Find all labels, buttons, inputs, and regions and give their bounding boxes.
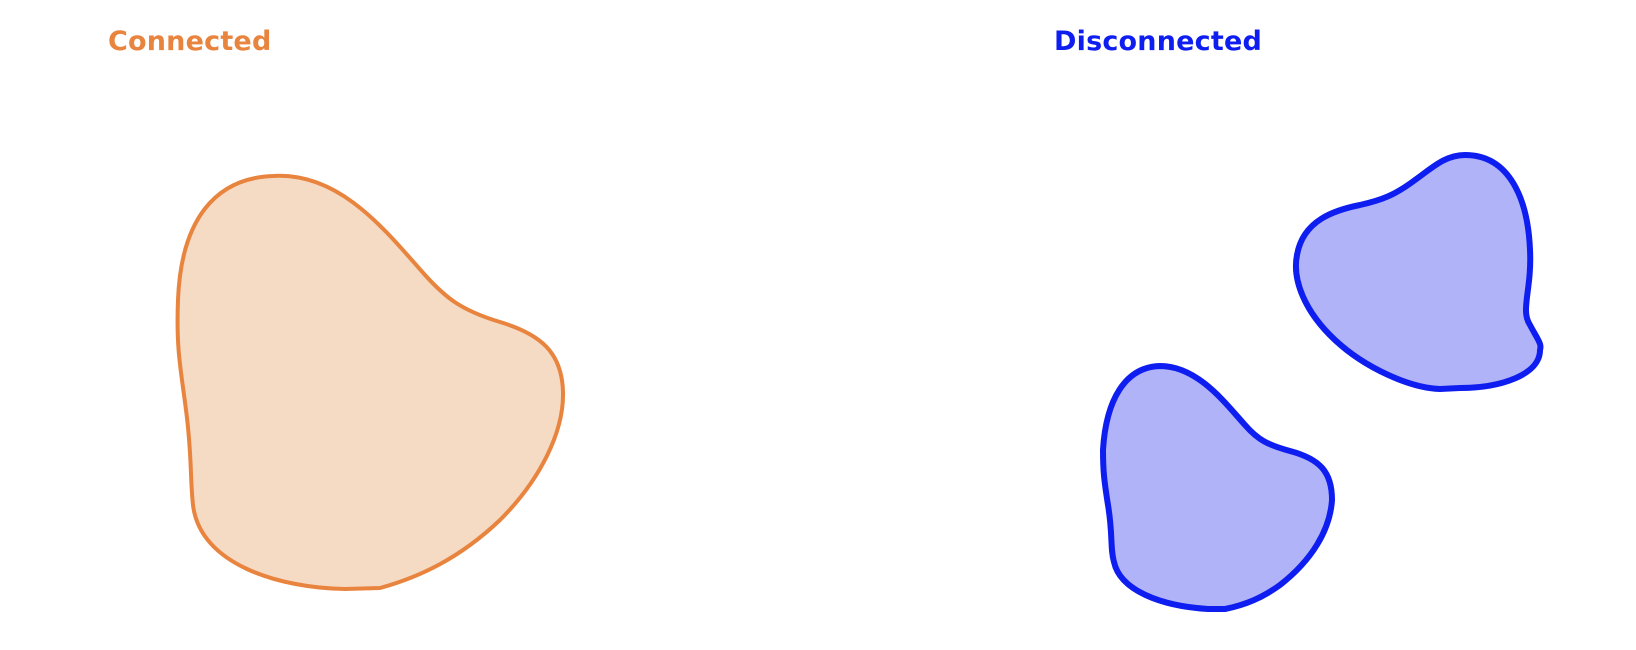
disconnected-label: Disconnected (1054, 26, 1262, 57)
disconnected-blob-upper (1293, 152, 1544, 392)
connected-label: Connected (108, 26, 272, 57)
disconnected-blob-lower (1100, 363, 1335, 612)
connected-blob-shape (175, 173, 566, 591)
